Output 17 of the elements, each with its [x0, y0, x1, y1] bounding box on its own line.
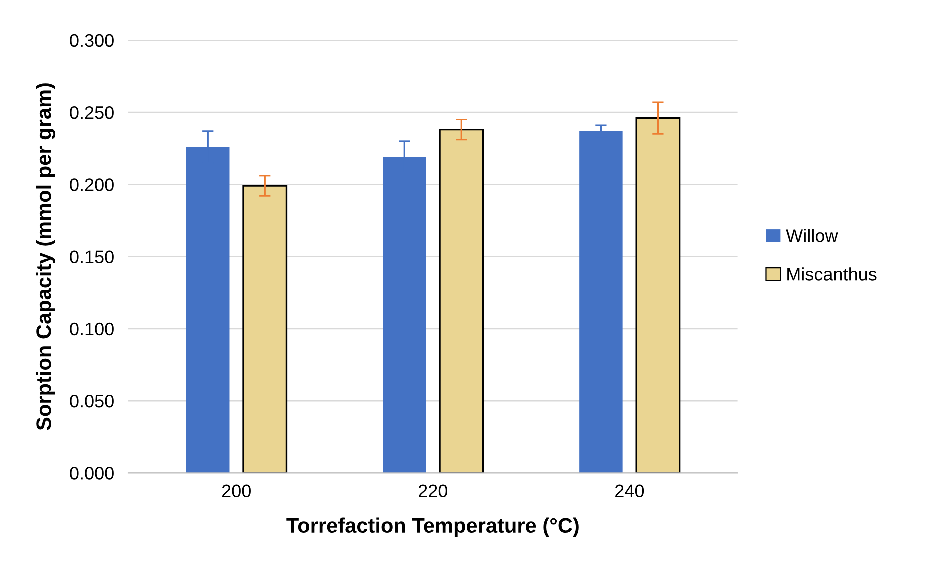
y-tick-label: 0.300 [70, 34, 114, 48]
x-tick-label: 220 [419, 484, 448, 498]
x-tick-label: 240 [616, 484, 644, 498]
bar [439, 128, 484, 474]
bar [636, 117, 681, 474]
y-tick-label: 0.200 [70, 178, 114, 192]
bar [242, 185, 288, 474]
x-axis-title: Torrefaction Temperature (°C) [286, 518, 579, 538]
y-tick-label: 0.250 [70, 106, 114, 120]
y-tick-label: 0.150 [70, 250, 114, 264]
y-axis-title: Sorption Capacity (mmol per gram) [36, 84, 56, 430]
y-tick-label: 0.000 [70, 467, 114, 480]
legend-label: Willow [786, 229, 838, 242]
legend-label: Miscanthus [788, 268, 877, 281]
y-tick-label: 0.050 [70, 394, 114, 408]
y-tick-label: 0.100 [70, 322, 114, 336]
x-tick-label: 200 [222, 484, 251, 498]
